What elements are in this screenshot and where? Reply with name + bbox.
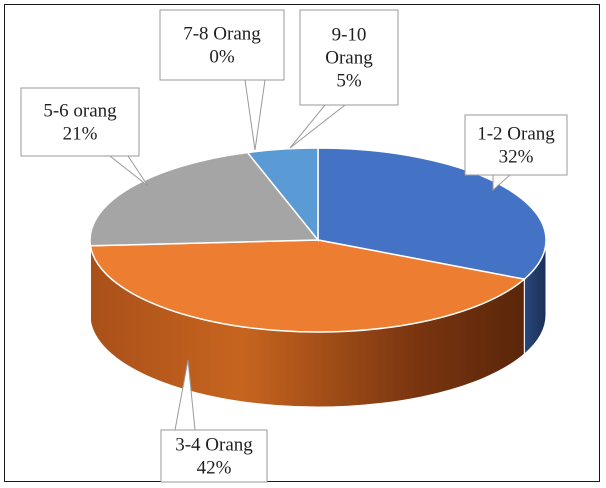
callout-box xyxy=(159,9,285,81)
slice-percent: 21% xyxy=(63,124,98,145)
slice-1-2-orang xyxy=(317,147,547,280)
pie-slices xyxy=(89,147,547,333)
callout-pointer xyxy=(108,155,149,187)
callout-box xyxy=(464,114,568,176)
slice-label: 1-2 Orang xyxy=(477,124,555,145)
slice-percent: 0% xyxy=(209,47,235,68)
slice-label: Orang xyxy=(325,48,373,69)
slice-label: 9-10 xyxy=(332,25,367,46)
slice-label: 7-8 Orang xyxy=(183,24,261,45)
slice-percent: 32% xyxy=(499,147,534,168)
slice-5-6-orang xyxy=(89,151,320,247)
callout-box xyxy=(20,87,140,157)
callout-box xyxy=(160,429,268,483)
slice-label: 3-4 Orang xyxy=(175,435,253,456)
callout-box xyxy=(299,9,399,106)
slice-percent: 42% xyxy=(197,458,232,479)
slice-9-10 xyxy=(246,147,319,243)
slice-3-4-orang xyxy=(89,239,526,333)
slice-percent: 5% xyxy=(336,71,362,92)
callout-pointer xyxy=(244,79,266,151)
callout-pointer xyxy=(289,104,347,149)
slice-label: 5-6 orang xyxy=(43,101,117,122)
